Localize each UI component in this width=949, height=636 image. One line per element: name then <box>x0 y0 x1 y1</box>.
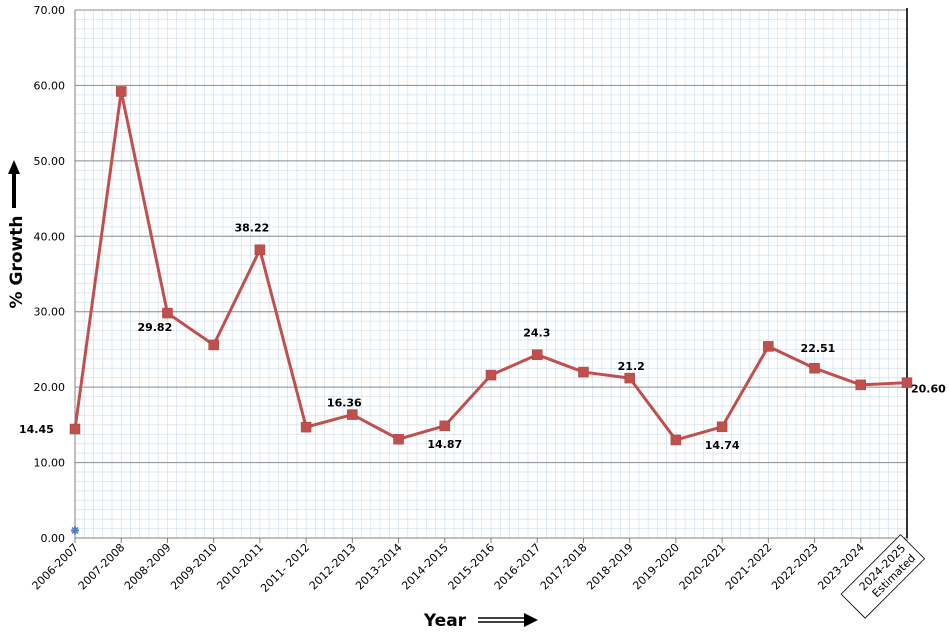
data-label: 22.51 <box>801 342 836 355</box>
x-tick-label: 2006-2007 <box>30 541 82 593</box>
x-tick-labels: 2006-20072007-20082008-20092009-20102010… <box>30 534 926 619</box>
x-tick-label: 2017-2018 <box>538 541 590 593</box>
data-point <box>393 433 404 445</box>
x-axis-arrow-icon <box>478 613 538 627</box>
data-label: 16.36 <box>327 397 362 410</box>
x-tick-label: 2008-2009 <box>122 541 174 593</box>
x-tick-label: 2015-2016 <box>446 541 498 593</box>
x-tick-label: 2011- 2012 <box>258 541 312 595</box>
data-label: 29.82 <box>137 321 172 334</box>
y-axis-title: % Growth <box>7 216 27 309</box>
x-tick-label: 2013-2014 <box>353 541 405 593</box>
x-tick-label: 2016-2017 <box>492 541 544 593</box>
x-tick-label: 2007-2008 <box>76 541 128 593</box>
y-tick-label: 30.00 <box>34 306 66 319</box>
x-axis-title: Year <box>423 611 467 631</box>
x-tick-label: 2020-2021 <box>677 541 729 593</box>
data-point <box>855 379 867 391</box>
y-tick-label: 0.00 <box>41 532 66 545</box>
x-tick-label: 2019-2020 <box>630 541 682 593</box>
minor-grid <box>74 9 908 539</box>
data-point <box>347 409 358 420</box>
y-tick-label: 70.00 <box>34 4 66 17</box>
series-group <box>69 86 913 535</box>
star-marker-icon <box>71 526 79 535</box>
y-axis-arrow-icon <box>8 160 20 208</box>
data-point <box>809 362 820 374</box>
y-tick-labels: 0.00 10.00 20.00 30.00 40.00 50.00 60.00 70.00 <box>34 4 66 545</box>
data-labels: 14.45 29.82 38.22 16.36 14.87 24.3 21.2 14.74 22… <box>19 222 946 452</box>
x-tick-label: 2012-2013 <box>307 541 359 593</box>
y-tick-label: 10.00 <box>34 457 66 470</box>
data-label: 24.3 <box>523 327 550 340</box>
data-point <box>670 434 682 446</box>
y-tick-label: 50.00 <box>34 155 66 168</box>
data-point <box>162 307 173 319</box>
data-label: 14.74 <box>705 439 740 452</box>
x-tick-label: 2009-2010 <box>168 541 220 593</box>
data-point <box>578 366 589 378</box>
star-marker-stroke <box>71 526 79 534</box>
y-tick-label: 60.00 <box>34 79 66 92</box>
data-point <box>115 86 127 97</box>
data-point <box>485 369 497 381</box>
y-tick-label: 20.00 <box>34 381 66 394</box>
data-label: 14.45 <box>19 423 54 436</box>
data-point <box>901 377 913 388</box>
x-tick-label: 2014-2015 <box>399 541 451 593</box>
x-tick-label: 2021-2022 <box>723 541 775 593</box>
x-tick-label: 2022-2023 <box>769 541 821 593</box>
data-label: 21.2 <box>618 360 645 373</box>
data-point <box>208 339 219 351</box>
data-label: 38.22 <box>234 222 269 235</box>
estimated-label-box <box>840 534 926 619</box>
data-point <box>716 421 728 433</box>
data-point <box>69 423 81 435</box>
data-point <box>300 421 312 433</box>
data-point <box>624 372 635 384</box>
data-point <box>254 244 266 255</box>
x-tick-label: 2018-2019 <box>584 541 636 593</box>
y-tick-label: 40.00 <box>34 230 66 243</box>
data-point <box>763 341 774 352</box>
data-label: 14.87 <box>427 438 462 451</box>
data-label: 20.60 <box>911 383 946 396</box>
data-point <box>439 420 451 432</box>
data-point <box>531 349 543 360</box>
